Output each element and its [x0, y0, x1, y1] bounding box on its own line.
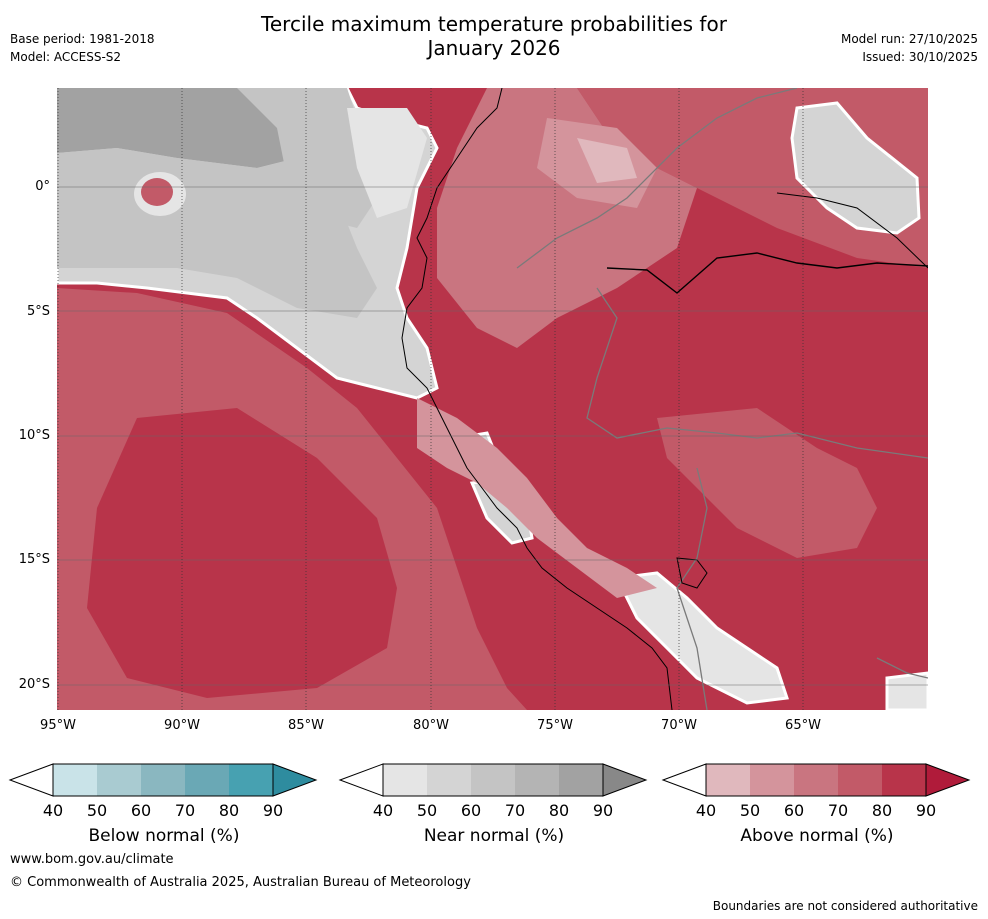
above-tick-70: 70 — [827, 801, 849, 820]
meta-right: Model run: 27/10/2025 Issued: 30/10/2025 — [841, 30, 978, 66]
lon-label-70w: 70°W — [661, 718, 697, 733]
boundary-note: Boundaries are not considered authoritat… — [712, 899, 978, 913]
lon-label-90w: 90°W — [164, 718, 200, 733]
issued-date: Issued: 30/10/2025 — [862, 50, 978, 64]
region-near-se — [885, 671, 928, 710]
above-seg-3 — [794, 764, 838, 796]
near-seg-3 — [471, 764, 515, 796]
below-tick-90: 90 — [262, 801, 284, 820]
colorbar-above — [661, 763, 971, 797]
region-above-70-interior — [657, 408, 877, 558]
lon-label-85w: 85°W — [288, 718, 324, 733]
below-tick-50: 50 — [86, 801, 108, 820]
above-seg-2 — [750, 764, 794, 796]
above-tick-60: 60 — [783, 801, 805, 820]
lon-label-95w: 95°W — [40, 718, 76, 733]
lat-label-20s: 20°S — [18, 677, 50, 692]
lon-label-65w: 65°W — [785, 718, 821, 733]
below-extend-high — [272, 763, 318, 797]
near-normal-title: Near normal (%) — [423, 826, 565, 846]
near-tick-70: 70 — [504, 801, 526, 820]
near-seg-1 — [383, 764, 427, 796]
below-seg-2 — [97, 764, 141, 796]
map-title: Tercile maximum temperature probabilitie… — [0, 12, 988, 60]
lon-label-75w: 75°W — [537, 718, 573, 733]
near-tick-40: 40 — [372, 801, 394, 820]
near-extend-high — [602, 763, 648, 797]
below-tick-70: 70 — [174, 801, 196, 820]
near-tick-90: 90 — [592, 801, 614, 820]
title-line-1: Tercile maximum temperature probabilitie… — [261, 12, 727, 36]
border-north — [516, 88, 798, 269]
model-run: Model run: 27/10/2025 — [840, 32, 978, 46]
border-central — [586, 287, 928, 459]
above-tick-40: 40 — [695, 801, 717, 820]
region-near-40 — [347, 108, 427, 218]
lake-titicaca — [676, 557, 708, 589]
below-tick-60: 60 — [130, 801, 152, 820]
probability-map — [57, 88, 928, 710]
graticule — [57, 186, 928, 686]
below-extend-low — [8, 763, 54, 797]
galapagos-above-patch — [141, 178, 173, 206]
website-link[interactable]: www.bom.gov.au/climate — [10, 852, 174, 867]
near-extend-low — [338, 763, 384, 797]
above-seg-5 — [882, 764, 926, 796]
region-above-50-coast — [417, 398, 657, 598]
near-frame — [382, 763, 604, 797]
coastline — [401, 88, 673, 710]
below-tick-40: 40 — [42, 801, 64, 820]
lon-label-80w: 80°W — [413, 718, 449, 733]
river-line-north — [776, 192, 928, 269]
model-name: Model: ACCESS-S2 — [10, 50, 122, 64]
below-frame — [52, 763, 274, 797]
below-tick-80: 80 — [218, 801, 240, 820]
river-line — [606, 252, 928, 294]
region-above-60-north — [437, 88, 697, 348]
near-seg-2 — [427, 764, 471, 796]
near-tick-80: 80 — [548, 801, 570, 820]
region-near-south — [614, 571, 790, 705]
below-seg-5 — [229, 764, 273, 796]
lat-label-10s: 10°S — [18, 428, 50, 443]
base-period: Base period: 1981-2018 — [10, 32, 155, 46]
above-extend-high — [925, 763, 971, 797]
region-above-40-north — [577, 138, 637, 183]
near-tick-60: 60 — [460, 801, 482, 820]
colorbar-near — [338, 763, 648, 797]
above-tick-50: 50 — [739, 801, 761, 820]
border-se — [876, 657, 928, 679]
near-seg-5 — [559, 764, 603, 796]
below-seg-4 — [185, 764, 229, 796]
map-canvas — [57, 88, 928, 710]
lat-label-0: 0° — [35, 179, 50, 194]
border-south — [676, 467, 708, 710]
region-above-80-ocean — [87, 408, 397, 698]
lat-label-15s: 15°S — [18, 552, 50, 567]
above-seg-1 — [706, 764, 750, 796]
below-seg-1 — [53, 764, 97, 796]
meta-left: Base period: 1981-2018 Model: ACCESS-S2 — [10, 30, 155, 66]
above-frame — [705, 763, 927, 797]
above-tick-80: 80 — [871, 801, 893, 820]
title-line-2: January 2026 — [427, 36, 561, 60]
copyright: © Commonwealth of Australia 2025, Austra… — [10, 875, 471, 890]
near-seg-4 — [515, 764, 559, 796]
region-near-60 — [237, 88, 377, 228]
lat-label-5s: 5°S — [26, 304, 50, 319]
above-normal-title: Above normal (%) — [740, 826, 894, 846]
below-normal-title: Below normal (%) — [88, 826, 240, 846]
below-seg-3 — [141, 764, 185, 796]
near-tick-50: 50 — [416, 801, 438, 820]
above-tick-90: 90 — [915, 801, 937, 820]
above-seg-4 — [838, 764, 882, 796]
colorbar-below — [8, 763, 318, 797]
region-near-normal-ne — [790, 101, 921, 235]
above-extend-low — [661, 763, 707, 797]
